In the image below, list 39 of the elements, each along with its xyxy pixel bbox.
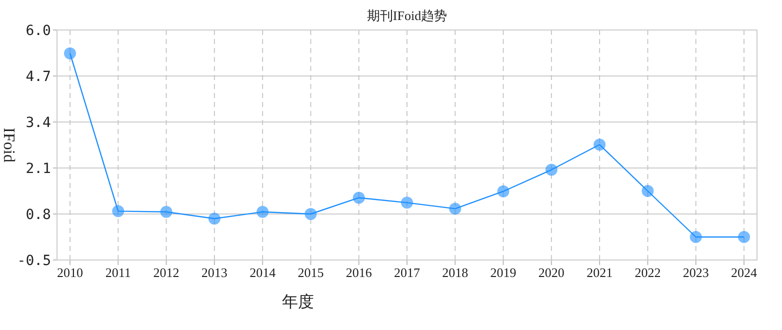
x-tick-label: 2010 (57, 265, 83, 280)
point (112, 205, 124, 218)
point (208, 212, 220, 225)
x-tick-label: 2019 (490, 265, 516, 280)
point (738, 231, 750, 243)
point (690, 231, 702, 243)
x-tick-label: 2021 (586, 265, 613, 280)
point (160, 206, 172, 218)
point (352, 192, 365, 204)
x-tick-label: 2012 (153, 265, 180, 280)
point (64, 47, 76, 60)
y-axis-title: IFoid (0, 128, 17, 162)
y-tick-label: -0.5 (17, 253, 51, 269)
x-tick-label: 2024 (731, 265, 758, 280)
x-tick-label: 2017 (394, 265, 420, 280)
y-tick-label: 6.0 (26, 23, 51, 39)
point (642, 185, 654, 197)
x-tick-label: 2022 (634, 265, 661, 280)
y-tick-label: 0.8 (26, 207, 51, 223)
x-tick-label: 2015 (298, 265, 324, 280)
y-tick-label: 4.7 (26, 69, 51, 85)
point (449, 202, 462, 215)
point (545, 164, 558, 176)
x-tick-label: 2014 (250, 265, 276, 280)
x-tick-label: 2020 (538, 265, 564, 280)
x-tick-label: 2013 (201, 265, 228, 280)
chart-title: 期刊IFoid趋势 (366, 8, 448, 23)
y-tick-label: 3.4 (26, 115, 51, 131)
point (497, 185, 510, 198)
y-tick-label: 2.1 (26, 161, 51, 177)
point (594, 138, 606, 151)
point (304, 208, 317, 220)
x-tick-label: 2011 (105, 265, 131, 280)
point (256, 206, 269, 218)
x-axis-title: 年度 (282, 293, 314, 311)
x-tick-label: 2018 (442, 265, 468, 280)
x-tick-label: 2016 (346, 265, 372, 280)
x-tick-label: 2023 (682, 265, 709, 280)
point (401, 196, 413, 209)
